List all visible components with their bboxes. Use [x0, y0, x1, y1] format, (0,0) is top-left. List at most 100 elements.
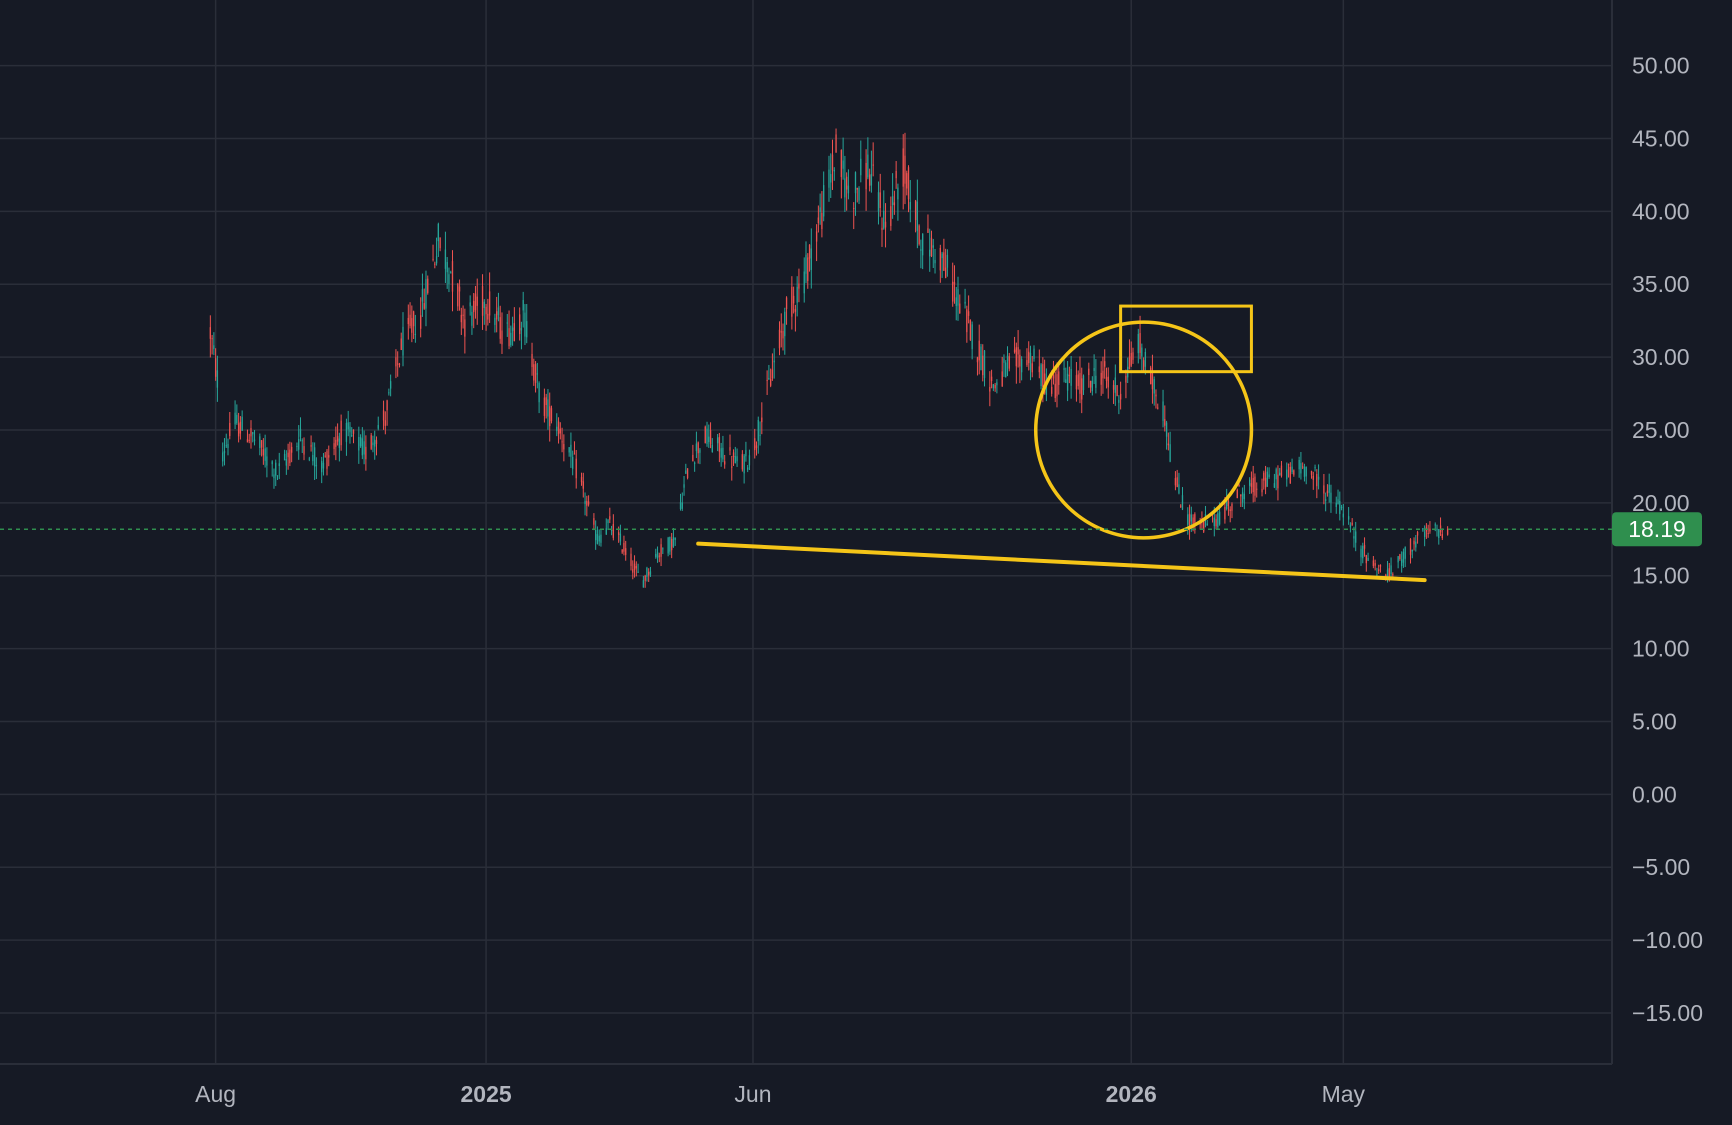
candle-body [229, 422, 231, 437]
candle-body [854, 172, 857, 194]
candle-body [407, 317, 409, 325]
candle-body [669, 536, 671, 552]
candle-body [1204, 514, 1207, 517]
candle-body [1254, 476, 1256, 496]
candle-body [646, 567, 648, 577]
candle-body [582, 481, 584, 489]
candle-body [1275, 469, 1277, 480]
candle-body [1353, 536, 1355, 539]
candle-body [1181, 495, 1184, 510]
candle-body [1231, 503, 1233, 511]
candle-body [264, 448, 266, 461]
candle-body [457, 284, 459, 307]
candle-body [662, 548, 664, 550]
candle-body [953, 282, 956, 285]
candle-body [1150, 367, 1152, 385]
candle-body [625, 548, 627, 555]
last-price-label: 18.19 [1628, 516, 1686, 542]
candle-body [1229, 509, 1231, 512]
candle-body [693, 462, 696, 464]
candle-body [586, 500, 588, 506]
candle-body [879, 192, 881, 208]
candle-body [310, 445, 312, 447]
trendline-drawing[interactable] [696, 541, 1427, 583]
candle-body [1363, 544, 1366, 549]
candle-body [969, 320, 972, 340]
candle-body [377, 425, 379, 429]
candle-body [980, 346, 982, 371]
candle-body [508, 328, 510, 347]
candle-body [1153, 379, 1155, 394]
candle-body [1226, 498, 1228, 509]
candle-body [487, 313, 489, 320]
candle-body [1139, 333, 1141, 353]
candle-body [1100, 372, 1102, 385]
candle-body [944, 267, 947, 279]
circle-drawing[interactable] [1033, 320, 1254, 540]
candle-body [1056, 374, 1058, 397]
candle-body [1273, 483, 1276, 488]
rectangle-drawing[interactable] [1119, 304, 1253, 374]
candle-body [842, 160, 844, 169]
candle-body [699, 449, 701, 453]
candle-body [1400, 559, 1403, 567]
candle-body [322, 462, 325, 469]
candle-body [1157, 407, 1159, 409]
candle-body [533, 364, 535, 381]
candle-body [584, 500, 586, 504]
candle-body [1164, 419, 1166, 426]
candle-body [1130, 352, 1132, 366]
candle-body [939, 247, 941, 271]
candle-body [324, 455, 326, 457]
candle-body [1028, 351, 1030, 364]
candle-body [570, 444, 572, 457]
candle-body [955, 297, 957, 306]
candle-body [830, 174, 832, 183]
candle-body [1300, 463, 1302, 474]
candle-body [211, 338, 213, 340]
candle-body [266, 456, 268, 466]
candle-body [918, 225, 920, 245]
candle-body [1438, 529, 1440, 538]
candle-body [1068, 375, 1071, 377]
candle-body [1413, 540, 1415, 545]
candle-body [296, 445, 298, 447]
candle-body [1088, 368, 1090, 376]
candle-body [587, 501, 590, 505]
candle-body [1287, 464, 1290, 466]
candle-body [831, 154, 834, 171]
candle-body [536, 373, 538, 375]
candle-body [868, 174, 871, 186]
candle-body [1266, 471, 1268, 487]
candle-body [967, 311, 970, 316]
candle-body [1137, 333, 1139, 354]
candle-body [338, 438, 341, 448]
candle-body [1390, 565, 1392, 575]
candle-body [1379, 565, 1382, 567]
candle-body [741, 454, 744, 470]
candle-body [518, 314, 521, 335]
candle-body [1029, 352, 1032, 370]
candle-body [1089, 380, 1092, 388]
candle-body [1250, 483, 1253, 488]
drawings[interactable] [696, 304, 1427, 583]
candle-body [803, 271, 805, 294]
candle-body [632, 569, 634, 573]
candle-body [1317, 476, 1320, 480]
candle-body [1351, 522, 1353, 525]
candle-body [520, 328, 523, 331]
candle-body [902, 148, 904, 187]
candle-body [1291, 466, 1293, 472]
candle-body [1314, 467, 1316, 469]
candle-body [444, 249, 447, 269]
candle-body [600, 534, 602, 543]
candle-body [248, 439, 250, 441]
candle-body [1190, 514, 1192, 522]
candle-body [966, 309, 968, 333]
candle-body [209, 327, 212, 339]
candle-body [1114, 377, 1116, 393]
candle-body [1006, 355, 1009, 361]
candle-body [1227, 500, 1230, 507]
